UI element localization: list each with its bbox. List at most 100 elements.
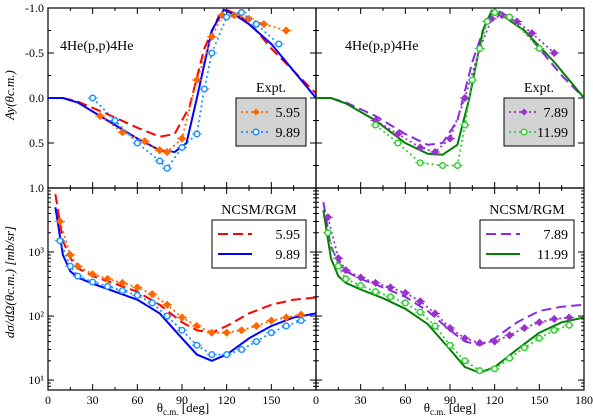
expt-point-diamond [445, 134, 455, 143]
legend-box [211, 219, 307, 269]
expt-point-diamond [386, 283, 395, 292]
expt-point-diamond [252, 321, 261, 331]
expt-point-diamond [401, 288, 410, 297]
expt-point-diamond [505, 331, 514, 340]
expt-point-diamond [66, 250, 75, 260]
reaction-label-left: 4He(p,p)4He [60, 39, 133, 54]
expt-point-circle [491, 365, 499, 373]
expt-point-circle [372, 288, 380, 296]
legend-label: 5.95 [276, 106, 301, 121]
y-tick-label: 0.5 [29, 136, 44, 150]
expt-point-circle [111, 116, 119, 125]
expt-point-circle [267, 329, 275, 337]
expt-point-circle [208, 351, 216, 359]
expt-point-diamond [475, 338, 484, 348]
legend-title: NCSM/RGM [489, 203, 565, 218]
legend-label: 11.99 [537, 248, 568, 263]
expt-point-circle [193, 130, 201, 138]
expt-point-circle [461, 121, 469, 129]
expt-point-diamond [73, 262, 82, 271]
expt-point-circle [357, 281, 365, 290]
expt-point-circle [133, 139, 141, 147]
expt-point-circle [178, 143, 186, 152]
expt-point-circle [208, 49, 216, 57]
xlabel-right: θc.m. [deg] [424, 400, 476, 416]
expt-point-circle [535, 334, 543, 342]
expt-point-circle [252, 20, 260, 28]
legend-label: 7.89 [544, 228, 569, 243]
theory-curve-5.95 [54, 194, 316, 334]
expt-point-diamond [55, 217, 64, 226]
expt-point-diamond [207, 328, 216, 337]
expt-point-circle [394, 139, 402, 147]
legend-label: 9.89 [276, 248, 301, 263]
panel-bottom-right: 0 30 60 90 120 150 180 NCSM/RGM 7.89 11.99 [313, 187, 593, 407]
expt-point-diamond [259, 20, 268, 29]
legend-label: 7.89 [544, 106, 569, 121]
expt-point-diamond [431, 309, 440, 318]
expt-point-diamond [416, 297, 425, 306]
expt-point-diamond [416, 143, 425, 152]
legend-label: 11.99 [537, 126, 568, 141]
expt-point-circle [476, 367, 484, 375]
legend-label: 9.89 [276, 126, 301, 141]
expt-point-circle [178, 326, 186, 334]
expt-point-circle [282, 322, 290, 330]
expt-point-circle [324, 229, 332, 237]
expt-point-circle [461, 357, 469, 365]
panel-plot-area [316, 8, 584, 170]
expt-point-diamond [133, 283, 142, 292]
x-tick-label: 90 [444, 393, 456, 407]
expt-point-circle [223, 13, 231, 21]
expt-point-circle [334, 262, 342, 270]
theory-curve-9.89 [48, 8, 316, 154]
x-tick-label: 0 [45, 393, 51, 407]
ylabel-xs: dσ/dΩ(θc.m.) [mb/sr] [2, 226, 17, 338]
expt-point-circle [133, 291, 141, 299]
legend-title: Expt. [256, 81, 286, 96]
x-tick-label: 90 [176, 393, 188, 407]
expt-point-circle [297, 317, 305, 325]
expt-point-circle [238, 8, 246, 17]
expt-point-diamond [550, 48, 559, 58]
expt-point-circle [342, 275, 350, 283]
panel-top-left: 1.0 0.5 0.0 -0.5 -1.0 Expt. 5.95 9.89 [25, 1, 317, 195]
legend-bottom-left: NCSM/RGM 5.95 9.89 [211, 203, 307, 269]
legend-box [503, 97, 575, 147]
expt-point-circle [453, 161, 461, 170]
x-tick-label: 0 [313, 393, 319, 407]
panel-frame [47, 187, 317, 391]
expt-point-diamond [520, 323, 529, 333]
expt-point-diamond [282, 313, 291, 322]
expt-point-circle [506, 354, 514, 362]
expt-point-circle [156, 157, 164, 165]
expt-point-diamond [207, 32, 216, 41]
expt-point-circle [439, 161, 447, 170]
expt-point-circle [386, 293, 394, 301]
legend-title: Expt. [524, 81, 554, 96]
legend-box [479, 219, 575, 269]
expt-point-diamond [118, 278, 127, 287]
expt-point-circle [275, 40, 283, 48]
expt-point-diamond [565, 313, 574, 322]
expt-point-diamond [282, 26, 291, 35]
expt-point-diamond [88, 270, 97, 279]
expt-point-diamond [445, 323, 455, 333]
panel-bottom-left: 0 30 60 90 120 150 10¹ 10² 10³ NCSM/RGM 5.95 9.89 [28, 187, 317, 407]
expt-point-diamond [393, 129, 402, 139]
expt-point-diamond [140, 137, 149, 146]
expt-point-diamond [177, 134, 187, 143]
expt-point-circle [104, 282, 112, 290]
legend-top-right: Expt. 7.89 11.99 [503, 81, 575, 147]
expt-point-circle [252, 337, 260, 346]
expt-point-diamond [163, 147, 172, 157]
expt-point-diamond [177, 313, 187, 322]
xlabel-left: θc.m. [deg] [157, 400, 209, 416]
expt-point-diamond [323, 213, 332, 222]
expt-point-diamond [222, 328, 231, 337]
expt-point-diamond [550, 314, 559, 324]
expt-point-diamond [460, 93, 469, 103]
expt-point-diamond [163, 300, 172, 309]
expt-point-diamond [155, 146, 164, 155]
